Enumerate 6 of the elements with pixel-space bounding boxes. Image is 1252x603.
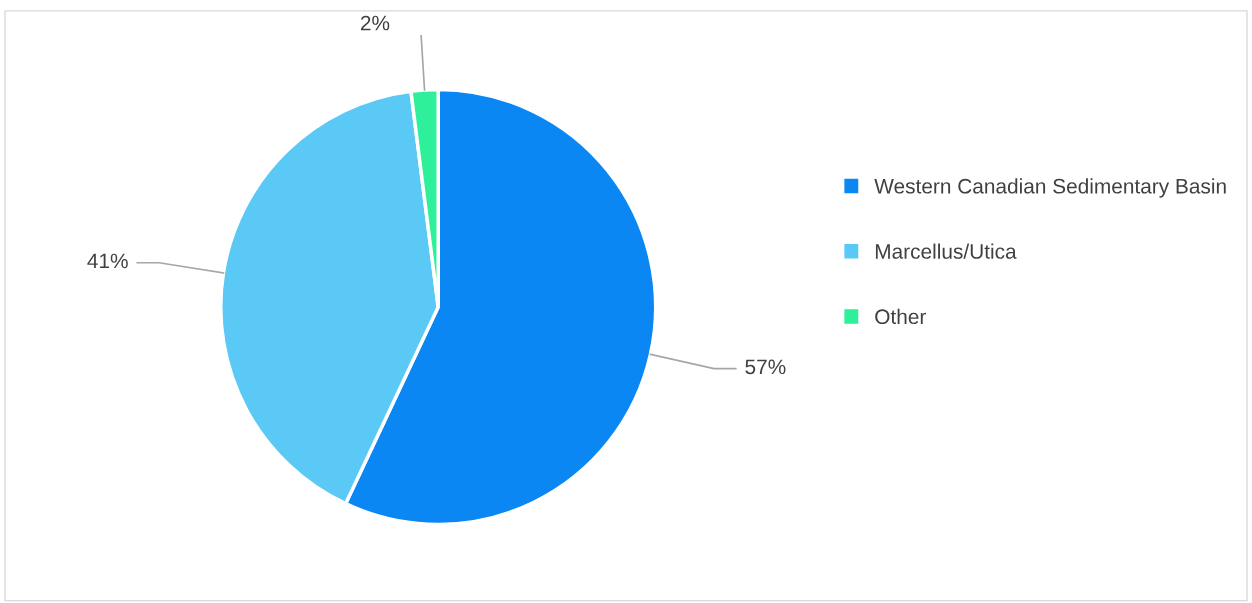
data-label: 41%: [87, 253, 128, 269]
data-label: 57%: [745, 359, 786, 375]
legend-label: Western Canadian Sedimentary Basin: [874, 178, 1226, 198]
data-label: 2%: [360, 15, 390, 31]
legend-label: Marcellus/Utica: [875, 243, 1017, 259]
legend-label: Other: [875, 308, 926, 325]
